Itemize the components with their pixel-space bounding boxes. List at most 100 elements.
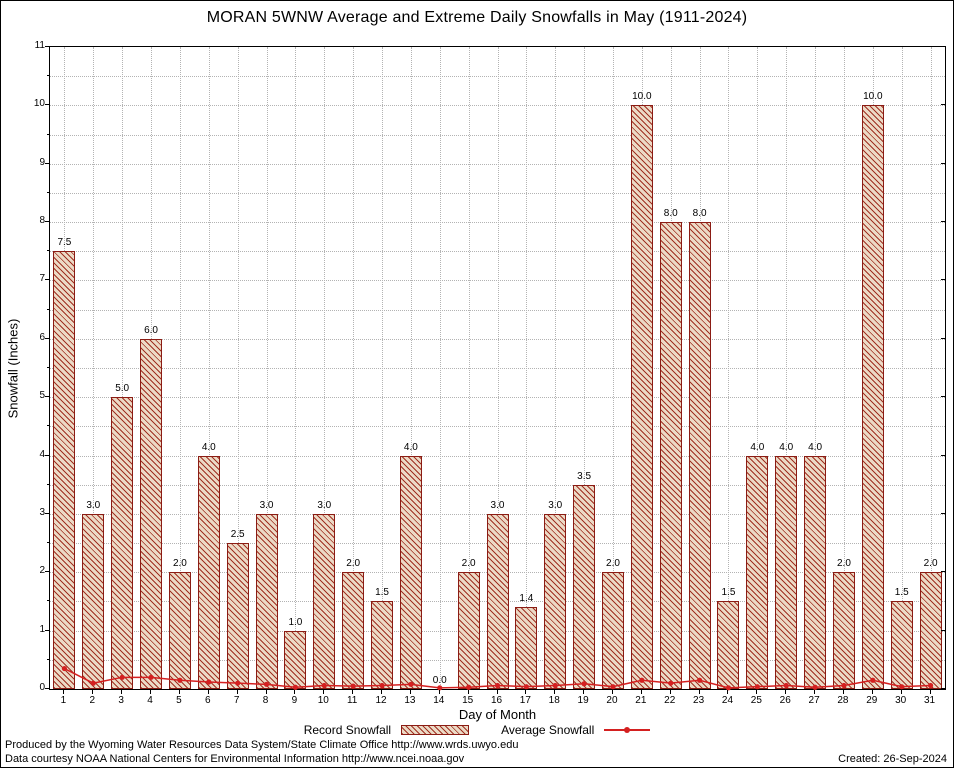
bar-day-31 xyxy=(919,572,942,689)
bar-day-1 xyxy=(53,251,76,689)
x-tick-mark xyxy=(496,690,498,694)
y-minor-tick xyxy=(47,483,49,485)
x-tick-label: 15 xyxy=(462,695,474,706)
y-tick-label: 5 xyxy=(39,390,45,402)
plot-area: 7.5 3.0 5.0 6.0 2.0 4.0 2.5 3.0 1.0 3.0 2.0 1.5 4.0 0… xyxy=(49,46,946,691)
x-tick-mark xyxy=(669,690,671,694)
bar-day-13 xyxy=(399,455,422,689)
x-tick-mark xyxy=(178,690,180,694)
y-tick-mark xyxy=(45,279,49,281)
average-snowfall-marker xyxy=(604,727,651,733)
x-tick-label: 9 xyxy=(291,695,298,706)
bar-value-label: 1.5 xyxy=(375,587,389,599)
y-tick-mark-right xyxy=(941,688,945,689)
x-tick-label: 7 xyxy=(233,695,240,706)
v-gridline xyxy=(815,47,817,689)
x-tick-mark xyxy=(92,690,94,694)
x-tick-mark xyxy=(785,690,787,694)
x-tick-label: 24 xyxy=(721,695,734,706)
y-tick-mark-right xyxy=(941,221,945,223)
x-tick-label: 14 xyxy=(433,695,445,706)
bar-day-2 xyxy=(82,513,105,689)
v-gridline xyxy=(93,47,95,689)
bar-value-label: 2.0 xyxy=(346,558,361,570)
y-tick-mark xyxy=(45,104,49,106)
v-gridline xyxy=(786,47,788,689)
y-minor-tick xyxy=(47,658,49,660)
v-gridline xyxy=(179,47,181,689)
v-gridline xyxy=(382,47,384,689)
bar-value-label: 2.0 xyxy=(836,558,851,570)
x-tick-mark xyxy=(467,690,469,694)
bar-day-27 xyxy=(804,455,827,689)
v-gridline xyxy=(295,47,297,689)
bar-day-20 xyxy=(601,572,624,689)
v-gridline xyxy=(843,47,845,689)
x-tick-label: 18 xyxy=(548,695,560,706)
created-date: Created: 26-Sep-2024 xyxy=(838,753,947,765)
y-tick-mark xyxy=(45,46,49,47)
y-tick-label: 4 xyxy=(39,448,45,460)
x-tick-mark xyxy=(63,690,65,694)
x-tick-mark xyxy=(871,690,873,694)
bar-value-label: 3.0 xyxy=(548,499,563,511)
y-tick-mark xyxy=(45,571,49,573)
y-minor-tick xyxy=(47,308,49,310)
x-tick-label: 31 xyxy=(924,695,936,706)
v-gridline xyxy=(324,47,326,689)
y-tick-label: 8 xyxy=(39,215,45,227)
record-snowfall-swatch xyxy=(401,725,470,735)
x-tick-label: 5 xyxy=(176,695,182,706)
bar-value-label: 4.0 xyxy=(808,441,823,453)
x-tick-label: 1 xyxy=(60,695,67,706)
y-tick-mark xyxy=(45,337,49,339)
bar-value-label: 3.5 xyxy=(577,470,592,482)
legend: Record Snowfall Average Snowfall xyxy=(1,723,953,737)
y-tick-mark-right xyxy=(941,571,945,573)
x-tick-mark xyxy=(207,690,209,694)
bar-value-label: 7.5 xyxy=(57,237,72,249)
bar-value-label: 5.0 xyxy=(115,383,130,395)
v-gridline xyxy=(353,47,355,689)
x-tick-label: 23 xyxy=(693,695,705,706)
x-tick-label: 22 xyxy=(664,695,676,706)
v-gridline xyxy=(757,47,759,689)
bar-value-label: 0.0 xyxy=(432,675,447,686)
bar-value-label: 2.0 xyxy=(172,558,187,570)
bar-value-label: 4.0 xyxy=(750,441,765,453)
bar-value-label: 8.0 xyxy=(692,208,707,220)
v-gridline xyxy=(584,47,586,689)
x-tick-label: 28 xyxy=(837,695,849,706)
bar-value-label: 3.0 xyxy=(317,499,332,511)
y-tick-mark-right xyxy=(941,396,945,398)
x-tick-label: 27 xyxy=(808,695,820,706)
v-gridline xyxy=(555,47,557,689)
x-tick-mark xyxy=(438,690,440,694)
y-minor-tick xyxy=(47,542,49,544)
line-dot-icon xyxy=(624,727,631,733)
x-tick-mark xyxy=(150,690,152,694)
legend-average-label: Average Snowfall xyxy=(501,723,595,737)
x-tick-mark xyxy=(121,690,123,694)
bar-day-16 xyxy=(486,513,509,689)
bar-value-label: 1.5 xyxy=(894,587,909,599)
y-tick-label: 6 xyxy=(39,331,45,343)
bar-day-4 xyxy=(140,338,163,689)
v-gridline xyxy=(728,47,730,689)
y-tick-mark xyxy=(45,454,49,456)
y-tick-mark-right xyxy=(941,279,945,281)
x-tick-mark xyxy=(294,690,296,694)
y-tick-mark-right xyxy=(941,46,945,47)
x-tick-mark xyxy=(525,690,527,694)
bar-value-label: 2.0 xyxy=(606,558,620,570)
bar-day-23 xyxy=(688,222,711,689)
chart-title: MORAN 5WNW Average and Extreme Daily Sno… xyxy=(206,9,748,26)
y-tick-mark xyxy=(45,396,49,398)
bar-value-label: 10.0 xyxy=(632,91,652,103)
x-tick-mark xyxy=(929,690,931,694)
y-minor-tick xyxy=(47,250,49,252)
v-gridline xyxy=(468,47,470,689)
y-tick-mark-right xyxy=(941,104,945,106)
y-tick-label: 1 xyxy=(39,623,45,635)
y-axis-label-wrap: Snowfall (Inches) xyxy=(1,46,25,690)
